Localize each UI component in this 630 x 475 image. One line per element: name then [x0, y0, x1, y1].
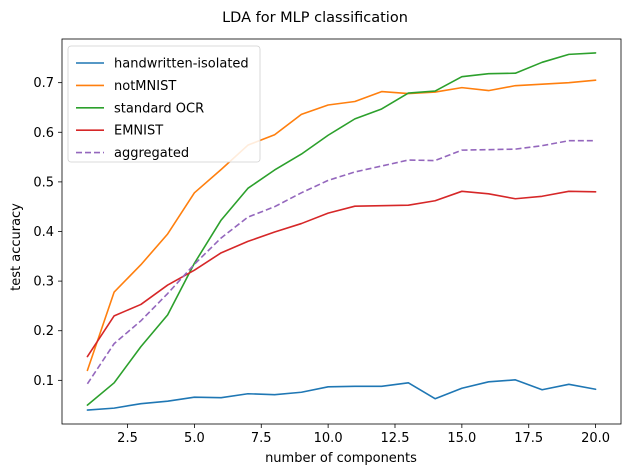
x-tick-label: 15.0: [447, 431, 476, 446]
y-tick-label: 0.5: [33, 175, 54, 190]
x-tick-label: 7.5: [251, 431, 272, 446]
series-line-notmnist: [86, 79, 597, 372]
x-tick-label: 17.5: [514, 431, 543, 446]
legend-label: standard OCR: [114, 101, 204, 116]
y-axis-title: test accuracy: [9, 203, 24, 291]
x-axis-title: number of components: [265, 451, 417, 466]
x-tick-label: 2.5: [117, 431, 138, 446]
x-tick-label: 20.0: [581, 431, 610, 446]
x-tick-label: 5.0: [184, 431, 205, 446]
series-line-standard-ocr: [86, 52, 597, 406]
y-tick-label: 0.6: [33, 126, 54, 141]
legend-label: aggregated: [114, 146, 189, 161]
legend-label: handwritten-isolated: [114, 57, 249, 72]
series-line-emnist: [86, 190, 597, 358]
legend-box: [67, 45, 261, 163]
y-tick-label: 0.2: [33, 324, 54, 339]
series-line-handwritten-isolated: [86, 379, 597, 411]
y-tick-label: 0.1: [33, 374, 54, 389]
legend-label: notMNIST: [114, 79, 176, 94]
series-line-aggregated: [86, 139, 596, 385]
legend-label: EMNIST: [114, 124, 163, 139]
plot-area: [86, 52, 597, 411]
x-tick-label: 10.0: [314, 431, 343, 446]
y-tick-label: 0.4: [33, 225, 54, 240]
y-tick-label: 0.3: [33, 275, 54, 290]
legend: handwritten-isolated notMNIST standard OCR…: [67, 45, 261, 163]
y-axis: 0.1 0.2 0.3 0.4 0.5 0.6 0.7: [33, 76, 62, 389]
x-tick-label: 12.5: [381, 431, 410, 446]
chart-title: LDA for MLP classification: [222, 10, 408, 26]
x-axis: 2.5 5.0 7.5 10.0 12.5 15.0 17.5 20.0: [117, 424, 610, 446]
y-tick-label: 0.7: [33, 76, 54, 91]
